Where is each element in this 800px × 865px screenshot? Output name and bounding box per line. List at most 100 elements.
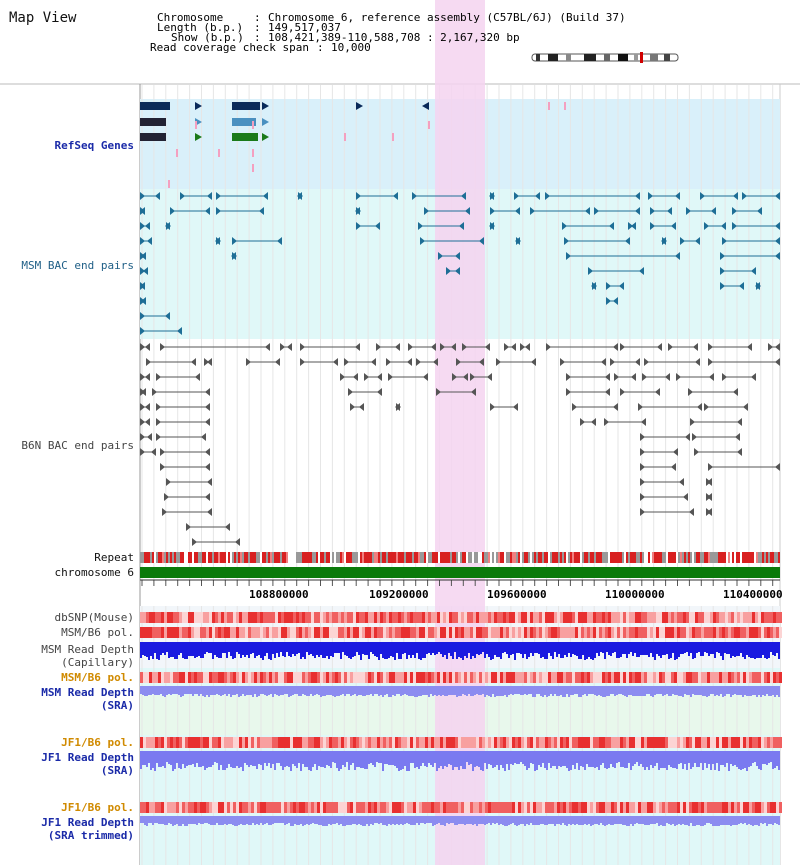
read-depth-bar [656, 751, 658, 763]
polymorphism-cell [422, 737, 425, 748]
read-depth-bar [478, 642, 480, 655]
repeat-segment [420, 552, 422, 563]
read-depth-bar [206, 686, 208, 695]
read-depth-bar [248, 642, 250, 658]
polymorphism-cell [533, 627, 536, 638]
repeat-segment [326, 552, 328, 563]
read-depth-bar [632, 816, 634, 826]
polymorphism-cell [731, 802, 734, 813]
read-depth-bar [766, 642, 768, 659]
read-depth-bar [356, 751, 358, 767]
read-depth-bar [360, 686, 362, 695]
polymorphism-cell [776, 672, 779, 683]
repeat-segment [322, 552, 324, 563]
polymorphism-cell [704, 612, 707, 623]
read-depth-bar [694, 686, 696, 695]
repeat-segment [570, 552, 572, 563]
polymorphism-cell [386, 737, 389, 748]
polymorphism-cell [509, 627, 512, 638]
repeat-segment [314, 552, 316, 563]
repeat-segment [180, 552, 182, 563]
repeat-segment [770, 552, 772, 563]
polymorphism-cell [659, 627, 662, 638]
read-depth-bar [328, 751, 330, 766]
read-depth-bar [560, 686, 562, 695]
polymorphism-cell [398, 672, 401, 683]
polymorphism-cell [686, 627, 689, 638]
polymorphism-cell [647, 737, 650, 748]
polymorphism-cell [521, 672, 524, 683]
polymorphism-cell [260, 612, 263, 623]
read-depth-bar [472, 751, 474, 771]
polymorphism-cell [353, 627, 356, 638]
read-depth-bar [528, 642, 530, 657]
read-depth-bar [440, 816, 442, 825]
repeat-segment [262, 552, 264, 563]
read-depth-bar [674, 751, 676, 768]
read-depth-bar [606, 642, 608, 652]
polymorphism-cell [203, 627, 206, 638]
repeat-segment [206, 552, 208, 563]
b6n-bac-pair-end [140, 448, 145, 456]
read-depth-bar [398, 686, 400, 694]
read-depth-bar [364, 642, 366, 655]
read-depth-bar [278, 816, 280, 823]
polymorphism-cell [674, 737, 677, 748]
polymorphism-cell [383, 737, 386, 748]
polymorphism-cell [293, 672, 296, 683]
polymorphism-cell [770, 672, 773, 683]
polymorphism-cell [290, 612, 293, 623]
b6n-bac-pair-end [692, 433, 697, 441]
repeat-segment [232, 552, 234, 563]
read-depth-bar [318, 816, 320, 825]
msm-bac-pair-end [514, 192, 519, 200]
repeat-segment [690, 552, 692, 563]
chromosome-ideogram[interactable] [530, 52, 680, 63]
polymorphism-cell [455, 802, 458, 813]
polymorphism-cell [296, 737, 299, 748]
read-depth-bar [216, 816, 218, 823]
polymorphism-cell [653, 737, 656, 748]
read-depth-bar [190, 642, 192, 656]
polymorphism-cell [464, 737, 467, 748]
read-depth-bar [194, 751, 196, 767]
repeat-segment [188, 552, 190, 563]
polymorphism-cell [341, 737, 344, 748]
read-depth-bar [634, 816, 636, 824]
read-depth-bar [726, 686, 728, 694]
polymorphism-cell [554, 802, 557, 813]
repeat-segment [556, 552, 558, 563]
read-depth-bar [518, 751, 520, 764]
read-depth-bar [620, 686, 622, 694]
read-depth-bar [572, 816, 574, 824]
read-depth-bar [660, 686, 662, 694]
polymorphism-cell [749, 672, 752, 683]
read-depth-bar [550, 686, 552, 694]
polymorphism-cell [695, 672, 698, 683]
read-depth-bar [404, 816, 406, 824]
polymorphism-cell [485, 802, 488, 813]
read-depth-bar [608, 642, 610, 655]
polymorphism-cell [326, 737, 329, 748]
repeat-segment [360, 552, 362, 563]
polymorphism-cell [161, 612, 164, 623]
polymorphism-cell [467, 802, 470, 813]
polymorphism-cell [209, 802, 212, 813]
polymorphism-cell [263, 627, 266, 638]
repeat-segment [412, 552, 414, 563]
read-depth-bar [228, 686, 230, 694]
read-depth-bar [164, 686, 166, 697]
b6n-bac-pair-end [513, 403, 518, 411]
polymorphism-cell [248, 672, 251, 683]
read-depth-bar [266, 642, 268, 653]
repeat-segment [310, 552, 312, 563]
read-depth-bar [434, 816, 436, 825]
read-depth-bar [644, 642, 646, 655]
read-depth-bar [298, 816, 300, 825]
read-depth-bar [608, 686, 610, 696]
polymorphism-cell [239, 802, 242, 813]
polymorphism-cell [434, 627, 437, 638]
polymorphism-cell [335, 672, 338, 683]
read-depth-bar [716, 686, 718, 695]
polymorphism-cell [341, 627, 344, 638]
